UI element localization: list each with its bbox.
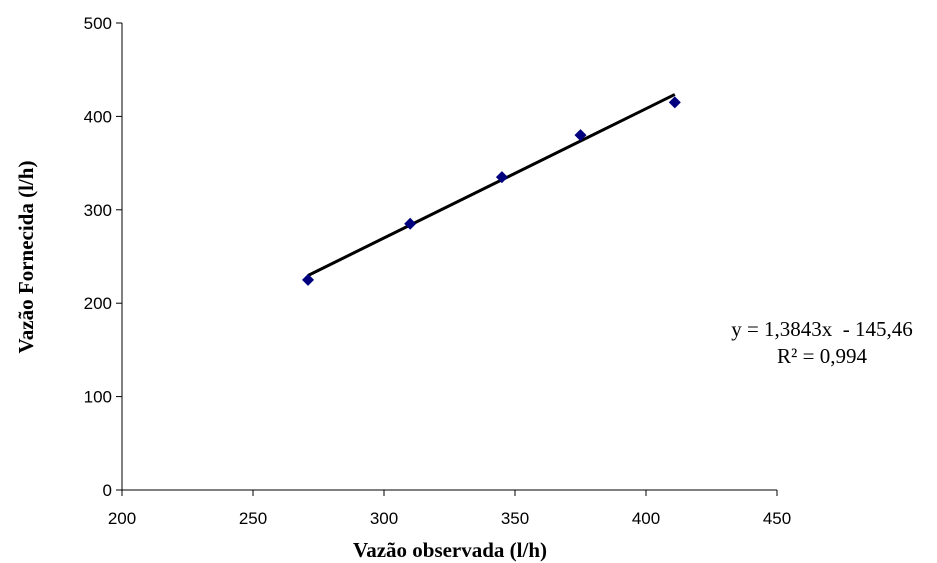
- x-tick-label: 450: [763, 509, 791, 528]
- trendline-equation: y = 1,3843x - 145,46: [731, 317, 913, 341]
- y-tick-label: 500: [84, 14, 112, 33]
- y-tick-label: 400: [84, 107, 112, 126]
- x-axis-title: Vazão observada (l/h): [353, 538, 547, 562]
- x-tick-label: 200: [108, 509, 136, 528]
- axes: [121, 23, 777, 491]
- y-tick-label: 0: [103, 481, 112, 500]
- x-tick-label: 350: [501, 509, 529, 528]
- y-tick-label: 300: [84, 201, 112, 220]
- y-axis-title: Vazão Fornecida (l/h): [14, 161, 38, 354]
- x-tick-label: 400: [632, 509, 660, 528]
- data-point: [574, 129, 587, 142]
- r-squared-label: R² = 0,994: [777, 344, 867, 368]
- x-tick-label: 250: [239, 509, 267, 528]
- data-point: [495, 171, 508, 184]
- data-point: [404, 217, 417, 230]
- data-points: [302, 96, 681, 286]
- x-ticks: 200 250 300 350 400 450: [108, 490, 791, 528]
- data-point: [302, 273, 315, 286]
- x-tick-label: 300: [370, 509, 398, 528]
- y-tick-label: 200: [84, 294, 112, 313]
- y-tick-label: 100: [84, 388, 112, 407]
- y-ticks: 0 100 200 300 400 500: [84, 14, 122, 500]
- data-point: [668, 96, 681, 109]
- trendline: [307, 93, 676, 277]
